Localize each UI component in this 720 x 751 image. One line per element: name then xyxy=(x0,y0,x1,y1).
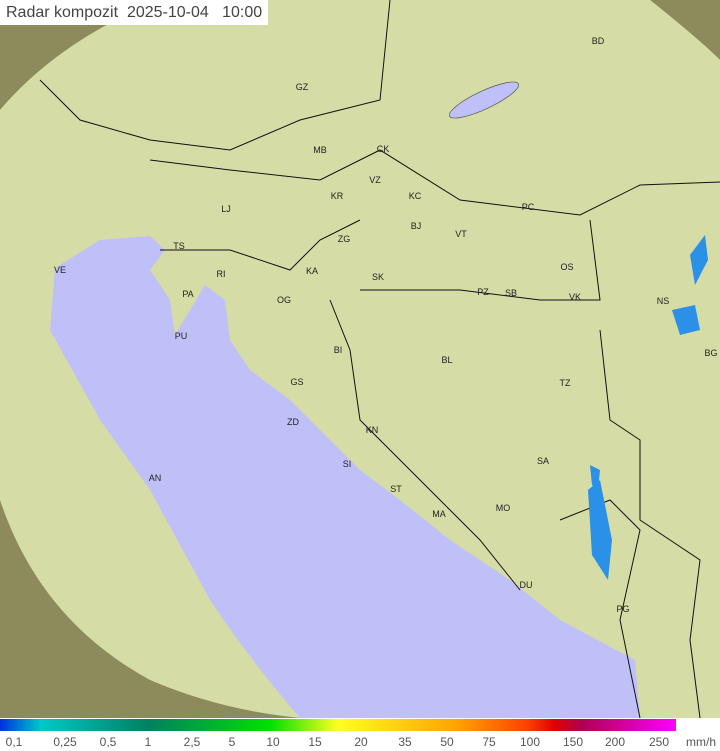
radar-echoes xyxy=(588,235,708,580)
city-label-ns: NS xyxy=(656,296,670,306)
city-label-zd: ZD xyxy=(287,417,299,427)
city-label-kn: KN xyxy=(365,425,379,435)
map-title: Radar kompozit 2025-10-04 10:00 xyxy=(0,0,268,25)
city-label-st: ST xyxy=(390,484,402,494)
city-label-os: OS xyxy=(560,262,574,272)
legend-tick: 2,5 xyxy=(183,735,201,749)
city-label-vk: VK xyxy=(568,292,582,302)
legend-tick: 200 xyxy=(604,735,626,749)
city-label-og: OG xyxy=(276,295,292,305)
city-label-pu: PU xyxy=(174,331,188,341)
city-label-pz: PZ xyxy=(477,287,489,297)
city-label-mo: MO xyxy=(495,503,511,513)
city-label-ka: KA xyxy=(305,266,319,276)
legend-tick: 0,1 xyxy=(5,735,23,749)
city-label-gs: GS xyxy=(290,377,304,387)
city-label-vt: VT xyxy=(455,229,467,239)
city-label-sa: SA xyxy=(536,456,550,466)
city-label-kc: KC xyxy=(408,191,422,201)
city-label-bl: BL xyxy=(441,355,453,365)
city-label-lj: LJ xyxy=(221,204,231,214)
city-label-pg: PG xyxy=(616,604,630,614)
adriatic-sea xyxy=(50,236,640,718)
city-label-du: DU xyxy=(519,580,533,590)
legend-tick: 250 xyxy=(648,735,670,749)
legend-tick: 1 xyxy=(144,735,152,749)
legend-tick: 5 xyxy=(228,735,236,749)
radar-map xyxy=(0,0,720,718)
radar-echo xyxy=(672,305,700,335)
city-label-ri: RI xyxy=(216,269,226,279)
city-label-an: AN xyxy=(148,473,162,483)
city-label-pc: PC xyxy=(521,202,535,212)
legend-tick: 150 xyxy=(562,735,584,749)
legend-tick: 0,25 xyxy=(53,735,77,749)
city-label-kr: KR xyxy=(330,191,344,201)
city-label-ts: TS xyxy=(173,241,185,251)
radar-echo xyxy=(590,465,600,490)
legend-tick: 0,5 xyxy=(99,735,117,749)
legend-tick: 35 xyxy=(398,735,412,749)
city-label-mb: MB xyxy=(313,145,327,155)
city-label-ma: MA xyxy=(432,509,446,519)
city-label-pa: PA xyxy=(182,289,194,299)
legend-tick: 75 xyxy=(482,735,496,749)
borders xyxy=(39,0,720,718)
city-label-sb: SB xyxy=(504,288,518,298)
city-label-tz: TZ xyxy=(559,378,571,388)
legend-tick: 15 xyxy=(308,735,322,749)
outside-corner-bl xyxy=(0,500,300,718)
legend-tick: 20 xyxy=(354,735,368,749)
city-label-si: SI xyxy=(342,459,352,469)
legend-tick: 100 xyxy=(519,735,541,749)
city-label-ck: CK xyxy=(376,144,390,154)
city-label-gz: GZ xyxy=(295,82,309,92)
city-label-bj: BJ xyxy=(410,221,422,231)
legend-unit: mm/h xyxy=(686,735,716,749)
city-label-bi: BI xyxy=(333,345,343,355)
radar-echo xyxy=(690,235,708,285)
city-label-zg: ZG xyxy=(337,234,351,244)
legend-tick: 10 xyxy=(266,735,280,749)
city-label-sk: SK xyxy=(371,272,385,282)
legend-tick: 50 xyxy=(440,735,454,749)
city-label-ve: VE xyxy=(53,265,67,275)
city-label-bg: BG xyxy=(704,348,718,358)
precipitation-legend-bar xyxy=(0,719,676,731)
city-label-vz: VZ xyxy=(369,175,381,185)
lake-balaton xyxy=(449,81,519,119)
radar-echo xyxy=(588,480,612,580)
city-label-bd: BD xyxy=(591,36,605,46)
